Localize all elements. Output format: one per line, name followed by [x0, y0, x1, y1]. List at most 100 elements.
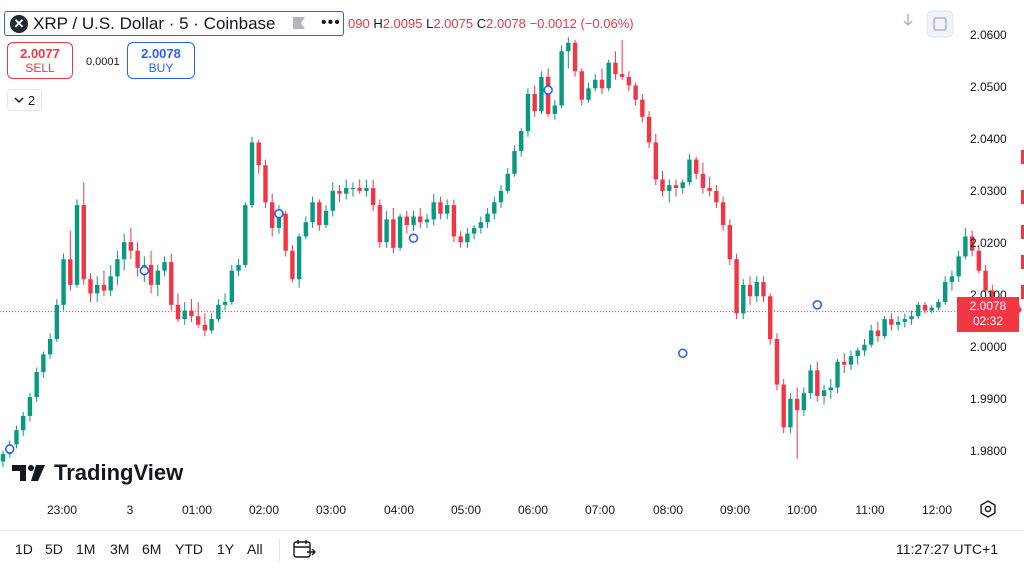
- candle-body: [485, 213, 490, 223]
- settings-icon[interactable]: [979, 500, 997, 518]
- candle-body: [646, 116, 652, 143]
- candle-body: [525, 94, 531, 132]
- ohlc-low: L2.0075: [426, 16, 474, 31]
- range-all-button[interactable]: All: [247, 541, 263, 557]
- candle-body: [175, 304, 181, 320]
- x-tick: 03:00: [315, 503, 347, 517]
- event-marker[interactable]: [4, 444, 15, 454]
- candle-body: [593, 79, 598, 89]
- y-tick: 2.0300: [970, 184, 1007, 198]
- candle-body: [34, 372, 39, 398]
- event-marker[interactable]: [543, 85, 553, 95]
- sell-button[interactable]: 2.0077 SELL: [7, 42, 73, 79]
- candle-body: [512, 150, 517, 174]
- range-3m-button[interactable]: 3M: [110, 541, 130, 557]
- candle-body: [216, 304, 221, 320]
- candle-body: [976, 250, 982, 271]
- sell-label: SELL: [25, 61, 55, 75]
- y-tick: 2.0600: [970, 28, 1007, 42]
- candle-body: [700, 173, 706, 189]
- candle-body: [983, 270, 988, 291]
- candle-body: [330, 190, 335, 211]
- candle-body: [74, 205, 80, 285]
- candle-body: [128, 242, 134, 251]
- range-1m-button[interactable]: 1M: [76, 541, 96, 557]
- candle-body: [27, 397, 33, 416]
- ohlc-high: H2.0095: [373, 16, 423, 31]
- candle-body: [539, 76, 544, 112]
- event-marker[interactable]: [677, 348, 688, 359]
- candle-body: [431, 202, 436, 220]
- candle-body: [47, 339, 53, 355]
- sell-price: 2.0077: [20, 46, 60, 61]
- range-1y-button[interactable]: 1Y: [217, 541, 235, 557]
- date-range-icon[interactable]: [292, 538, 316, 560]
- event-marker[interactable]: [408, 233, 419, 243]
- candle-body: [317, 202, 322, 226]
- candle-body: [54, 304, 60, 340]
- fullscreen-icon[interactable]: [926, 10, 954, 38]
- tradingview-logo: TradingView: [12, 460, 183, 486]
- candle-body: [862, 344, 867, 351]
- candle-body: [963, 236, 968, 257]
- x-tick: 02:00: [248, 503, 280, 517]
- candle-body: [902, 319, 908, 322]
- x-tick: 23:00: [46, 503, 78, 517]
- candle-body: [115, 259, 120, 277]
- last-price-value: 2.0078: [969, 299, 1007, 313]
- y-tick: 2.0400: [970, 132, 1007, 146]
- candle-body: [135, 250, 140, 268]
- candle-body: [310, 202, 315, 223]
- edge-alert-marker: [1021, 190, 1024, 204]
- chevron-down-icon: [14, 97, 24, 104]
- range-1d-button[interactable]: 1D: [15, 541, 33, 557]
- event-marker[interactable]: [274, 208, 284, 219]
- more-options-icon[interactable]: •••: [321, 14, 341, 31]
- candle-body: [492, 202, 497, 214]
- ohlc-readout: 090 H2.0095 L2.0075 C2.0078 −0.0012 (−0.…: [348, 16, 634, 31]
- candle-body: [519, 131, 524, 151]
- candle-body: [88, 279, 93, 294]
- candle-body: [653, 142, 659, 180]
- candle-body: [545, 76, 551, 114]
- candle-body: [391, 219, 396, 248]
- range-6m-button[interactable]: 6M: [142, 541, 162, 557]
- flag-icon[interactable]: [292, 16, 306, 30]
- candle-body: [229, 270, 235, 302]
- candle-body: [774, 339, 780, 385]
- candle-body: [438, 202, 443, 214]
- candle-body: [714, 190, 719, 203]
- event-marker[interactable]: [812, 300, 823, 310]
- candle-body: [572, 42, 578, 72]
- x-tick: 10:00: [786, 503, 818, 517]
- buy-label: BUY: [148, 61, 174, 75]
- candle-body: [916, 304, 921, 317]
- candle-body: [693, 159, 699, 174]
- range-5d-button[interactable]: 5D: [45, 541, 63, 557]
- symbol-search[interactable]: ✕ XRP / U.S. Dollar · 5 · Coinbase •••: [4, 11, 344, 36]
- candle-body: [889, 319, 894, 325]
- spread-value: 0.0001: [86, 56, 120, 68]
- candle-body: [61, 259, 66, 305]
- buy-button[interactable]: 2.0078 BUY: [127, 42, 195, 79]
- candle-body: [270, 202, 275, 228]
- candle-body: [673, 185, 679, 189]
- candle-body: [350, 188, 356, 190]
- candle-body: [1017, 307, 1022, 312]
- candle-body: [471, 227, 477, 234]
- candle-body: [236, 264, 241, 271]
- down-arrow-icon[interactable]: [900, 12, 916, 28]
- last-price-tag: 2.0078 02:32: [957, 297, 1019, 332]
- candle-body: [498, 190, 504, 203]
- event-marker[interactable]: [139, 265, 150, 276]
- indicators-toggle[interactable]: 2: [7, 89, 42, 111]
- candle-body: [761, 282, 766, 297]
- range-ytd-button[interactable]: YTD: [175, 541, 203, 557]
- bottom-toolbar: 1D 5D 1M 3M 6M YTD 1Y All 11:27:27 UTC+1: [0, 530, 1024, 570]
- candle-body: [727, 225, 733, 260]
- edge-alert-marker: [1021, 255, 1024, 269]
- y-tick: 2.0500: [970, 80, 1007, 94]
- candle-body: [370, 188, 376, 206]
- clock-timezone[interactable]: 11:27:27 UTC+1: [896, 541, 999, 557]
